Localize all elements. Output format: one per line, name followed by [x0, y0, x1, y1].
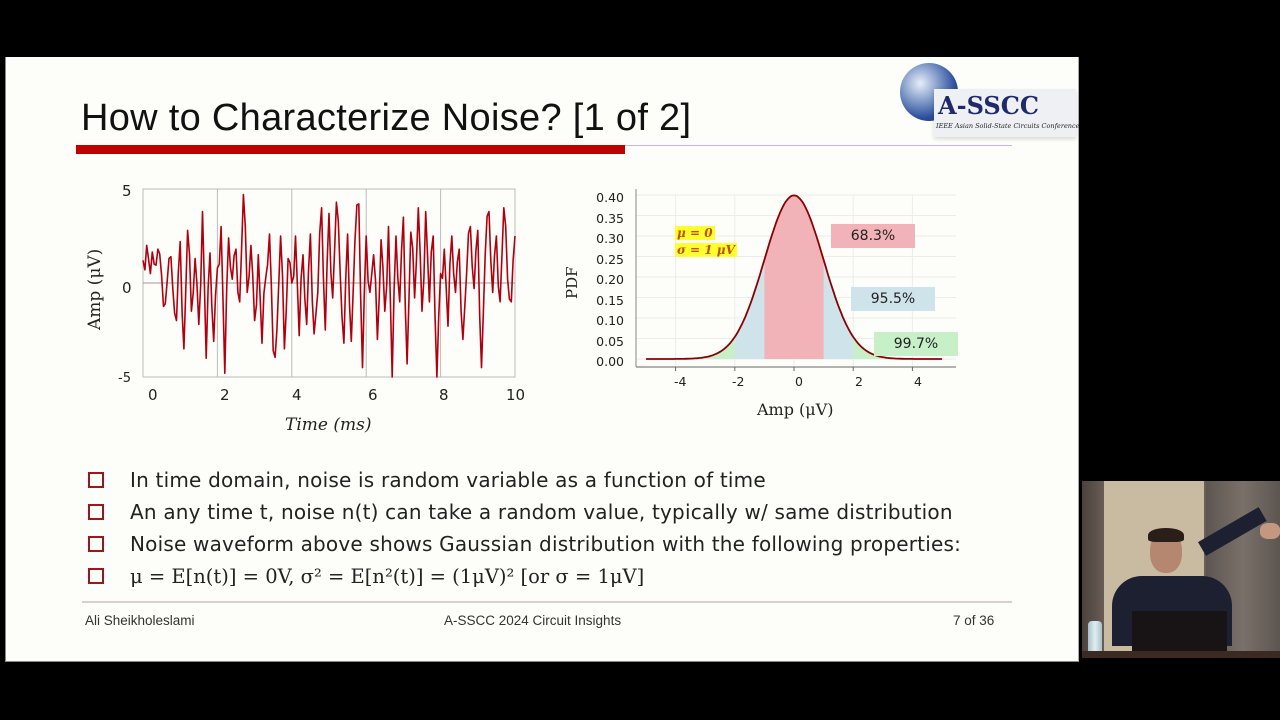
x-axis-label: Amp (μV)	[757, 400, 834, 419]
x-tick: -2	[732, 374, 745, 389]
square-bullet-icon	[88, 568, 104, 584]
y-tick: 0	[122, 279, 132, 297]
y-tick: 0.10	[596, 313, 624, 328]
bullet-list: In time domain, noise is random variable…	[86, 464, 1066, 592]
bullet-text: Noise waveform above shows Gaussian dist…	[130, 532, 962, 556]
footer-page-number: 7 of 36	[953, 613, 995, 628]
pdf-chart: PDF 0.40 0.35 0.30 0.25 0.20 0.15 0.10 0…	[561, 182, 971, 432]
square-bullet-icon	[88, 472, 104, 488]
logo-name: A-SSCC	[938, 91, 1039, 120]
y-tick: 0.05	[596, 333, 624, 349]
x-tick: 4	[914, 374, 922, 389]
x-tick: 0	[795, 374, 803, 389]
y-axis-label: Amp (μV)	[85, 248, 105, 330]
x-tick: -4	[674, 374, 687, 389]
y-tick: -5	[118, 371, 131, 386]
slide: How to Characterize Noise? [1 of 2] A-SS…	[5, 57, 1079, 662]
speaker-hand	[1260, 523, 1280, 539]
x-tick: 2	[855, 374, 863, 389]
x-tick: 8	[439, 386, 449, 404]
y-tick: 5	[122, 182, 132, 200]
time-domain-chart: Amp (μV) 5 0 -5 0 2 4 6 8 10 Time (ms)	[81, 182, 541, 442]
x-tick: 0	[148, 386, 158, 404]
sigma-annotation: σ = 1 μV	[675, 243, 737, 257]
pdf-plot	[635, 189, 956, 371]
band-label-3sigma: 99.7%	[874, 332, 958, 356]
footer-divider	[82, 601, 1012, 603]
speaker-video	[1082, 481, 1280, 658]
y-tick: 0.25	[596, 251, 624, 267]
y-tick: 0.35	[596, 210, 624, 226]
footer-author: Ali Sheikholeslami	[85, 613, 195, 628]
title-underline-rule	[625, 145, 1012, 146]
bullet-item: Noise waveform above shows Gaussian dist…	[86, 528, 1066, 560]
square-bullet-icon	[88, 504, 104, 520]
band-label-1sigma: 68.3%	[831, 224, 915, 248]
band-label-2sigma: 95.5%	[851, 287, 935, 311]
x-axis-label: Time (ms)	[285, 415, 372, 435]
x-tick: 2	[220, 386, 230, 404]
logo-plate	[934, 89, 1076, 137]
logo-subtitle: IEEE Asian Solid-State Circuits Conferen…	[936, 122, 1080, 130]
podium	[1132, 611, 1227, 658]
y-axis-label: PDF	[563, 266, 581, 299]
square-bullet-icon	[88, 536, 104, 552]
bullet-text: An any time t, noise n(t) can take a ran…	[130, 500, 953, 524]
y-tick: 0.30	[596, 231, 624, 246]
stage-floor	[1082, 651, 1280, 658]
title-underline-red	[76, 145, 625, 154]
bullet-text: In time domain, noise is random variable…	[130, 468, 766, 492]
waveform-plot	[142, 188, 516, 378]
slide-title: How to Characterize Noise? [1 of 2]	[81, 97, 692, 139]
speaker-hair	[1148, 528, 1184, 542]
x-tick: 10	[506, 386, 526, 404]
bullet-item: In time domain, noise is random variable…	[86, 464, 1066, 496]
bullet-item: An any time t, noise n(t) can take a ran…	[86, 496, 1066, 528]
y-tick: 0.00	[596, 354, 624, 369]
mu-annotation: μ = 0	[675, 226, 715, 240]
asscc-logo: A-SSCC IEEE Asian Solid-State Circuits C…	[896, 59, 1080, 139]
water-bottle-icon	[1088, 621, 1102, 653]
y-tick: 0.40	[596, 190, 624, 205]
x-tick: 6	[368, 386, 378, 404]
y-tick: 0.15	[596, 292, 624, 308]
bullet-equation: μ = E[n(t)] = 0V, σ² = E[n²(t)] = (1μV)²…	[130, 564, 645, 588]
x-tick: 4	[292, 386, 302, 404]
y-tick: 0.20	[596, 272, 624, 287]
footer-event: A-SSCC 2024 Circuit Insights	[444, 613, 622, 628]
bullet-item: μ = E[n(t)] = 0V, σ² = E[n²(t)] = (1μV)²…	[86, 560, 1066, 592]
